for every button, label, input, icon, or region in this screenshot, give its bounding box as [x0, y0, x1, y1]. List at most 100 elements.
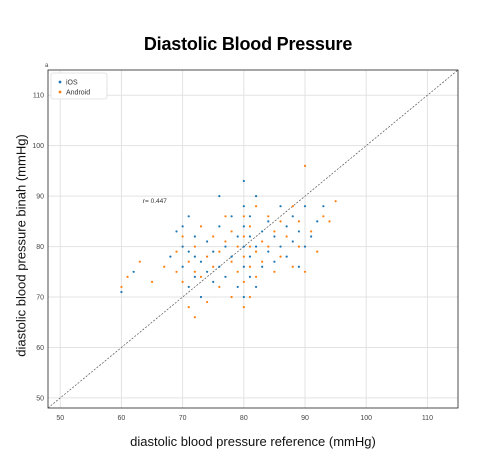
data-point-ios [261, 230, 264, 233]
y-tick-label: 110 [33, 93, 44, 100]
legend-marker [58, 90, 62, 94]
data-point-android [248, 225, 252, 228]
data-point-android [193, 270, 196, 273]
correlation-annotation: r= 0.447 [143, 198, 167, 205]
x-tick-label: 110 [422, 415, 433, 422]
data-point-ios [187, 285, 190, 289]
data-point-android [230, 230, 233, 233]
data-point-android [150, 280, 154, 283]
data-point-ios [267, 250, 270, 253]
y-tick-label: 80 [36, 244, 44, 251]
data-point-android [181, 280, 184, 283]
data-point-ios [242, 225, 245, 228]
y-tick-label: 50 [36, 395, 44, 402]
data-point-android [322, 215, 325, 218]
x-tick-label: 60 [118, 415, 126, 422]
y-axis-label: diastolic blood pressure binah (mmHg) [13, 134, 29, 357]
data-point-android [212, 235, 215, 238]
data-point-android [224, 240, 227, 243]
legend-label: Android [66, 90, 90, 97]
x-tick-label: 80 [240, 415, 248, 422]
data-point-ios [230, 215, 233, 218]
data-point-ios [187, 250, 190, 253]
data-point-android [279, 220, 282, 223]
data-point-android [218, 285, 221, 289]
data-point-ios [193, 275, 196, 278]
data-point-android [199, 275, 203, 278]
y-tick-label: 60 [36, 345, 44, 352]
data-point-ios [181, 265, 184, 268]
data-point-android [242, 306, 245, 309]
panel-label: a [45, 63, 49, 69]
data-point-android [291, 265, 294, 268]
data-point-ios [297, 265, 300, 268]
data-point-ios [285, 225, 288, 228]
data-point-ios [206, 270, 209, 273]
chart-title: Diastolic Blood Pressure [143, 34, 353, 54]
data-point-android [236, 270, 239, 273]
x-tick-label: 90 [301, 415, 309, 422]
data-point-ios [254, 245, 258, 248]
data-point-android [297, 220, 300, 223]
data-point-android [303, 164, 307, 167]
data-point-android [248, 265, 252, 268]
data-point-android [193, 245, 196, 248]
x-tick-label: 100 [360, 415, 372, 422]
data-point-android [126, 275, 129, 278]
x-tick-label: 50 [56, 415, 64, 422]
data-point-android [175, 250, 178, 253]
data-point-android [175, 270, 178, 273]
data-point-android [206, 300, 209, 304]
data-point-ios [218, 225, 221, 228]
data-point-ios [236, 235, 239, 238]
data-point-ios [248, 275, 252, 278]
data-point-ios [254, 285, 258, 289]
data-point-android [297, 245, 300, 248]
data-point-android [254, 275, 258, 278]
data-point-android [120, 285, 123, 289]
data-point-ios [236, 285, 239, 289]
data-point-android [254, 205, 258, 208]
data-point-ios [206, 240, 209, 243]
data-point-ios [279, 205, 282, 208]
data-point-android [261, 260, 264, 263]
data-point-android [334, 200, 337, 203]
data-point-ios [273, 235, 276, 238]
data-point-ios [187, 215, 190, 218]
data-point-android [242, 215, 245, 218]
y-tick-label: 100 [32, 143, 44, 150]
legend-marker [58, 80, 62, 84]
data-point-android [248, 245, 252, 248]
data-point-android [224, 215, 227, 218]
data-point-ios [291, 240, 294, 243]
legend-label: iOS [66, 80, 78, 87]
data-point-ios [273, 260, 276, 263]
data-point-ios [181, 225, 184, 228]
data-point-android [285, 235, 288, 238]
data-point-ios [279, 245, 282, 248]
data-point-android [248, 295, 252, 299]
data-point-android [328, 220, 331, 223]
data-point-android [273, 230, 276, 233]
data-point-android [218, 250, 221, 253]
data-point-ios [267, 220, 270, 223]
data-point-ios [242, 265, 245, 268]
data-point-ios [254, 195, 258, 198]
data-point-ios [248, 215, 252, 218]
y-tick-label: 70 [36, 295, 44, 302]
data-point-ios [285, 255, 288, 258]
data-point-android [242, 255, 245, 258]
data-point-ios [303, 245, 307, 248]
data-point-ios [242, 295, 245, 299]
data-point-ios [316, 220, 319, 223]
data-point-android [163, 265, 166, 268]
plot-frame [47, 69, 459, 409]
data-point-ios [169, 255, 172, 258]
y-tick-label: 90 [36, 194, 44, 201]
data-point-android [303, 270, 307, 273]
data-point-ios [212, 250, 215, 253]
data-point-ios [242, 205, 245, 208]
data-point-ios [120, 290, 123, 294]
identity-line [47, 69, 459, 409]
data-point-ios [248, 255, 252, 258]
